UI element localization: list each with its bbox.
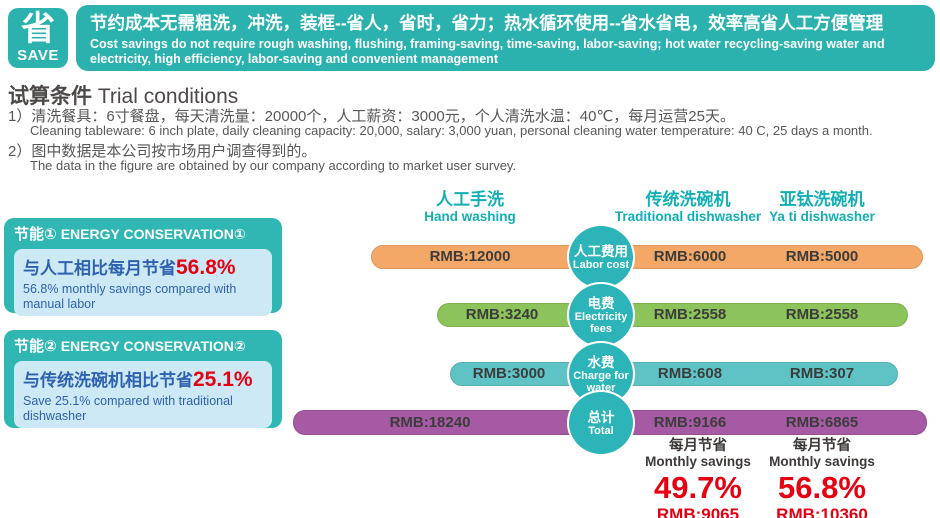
value-water-yati: RMB:307 [789,365,855,382]
column-header-traditional-en: Traditional dishwasher [614,209,762,224]
circle-labor-cost-en: Labor cost [572,258,630,271]
energy-box-2-body: 与传统洗碗机相比节省25.1% Save 25.1% compared with… [14,361,272,428]
trial-conditions-heading: 试算条件 Trial conditions [8,80,238,110]
value-water-traditional: RMB:608 [657,365,723,382]
trial-item2-zh: 2）图中数据是本公司按市场用户调查得到的。 [8,143,317,160]
energy-box-1-claim-zh: 与人工相比每月节省 [23,259,176,278]
value-electricity-hand: RMB:3240 [465,306,539,323]
value-total-traditional: RMB:9166 [653,414,727,431]
energy-box-2-title-zh: 节能② [14,338,57,355]
value-electricity-traditional: RMB:2558 [653,306,727,323]
energy-box-1-title: 节能① ENERGY CONSERVATION① [14,223,272,244]
savings-yati-pct: 56.8% [778,470,866,505]
column-header-hand-washing-en: Hand washing [424,209,516,224]
savings-yati-rmb: RMB:10360 [776,505,868,518]
value-labor-yati: RMB:5000 [785,248,859,265]
circle-total: 总计 Total [567,390,635,456]
energy-box-1-body: 与人工相比每月节省56.8% 56.8% monthly savings com… [14,249,272,316]
energy-box-1-claim-en: 56.8% monthly savings compared with manu… [23,282,237,311]
savings-yati-zh: 每月节省 [793,438,851,454]
bar-labor-cost [371,245,923,269]
energy-box-1-title-en: ENERGY CONSERVATION① [60,226,246,242]
circle-water-zh: 水费 [587,354,615,370]
circle-water: 水费 Charge for water [567,341,635,407]
energy-box-2-pct: 25.1% [193,368,253,391]
value-total-hand: RMB:18240 [389,414,471,431]
circle-electricity-zh: 电费 [587,295,615,311]
energy-box-2-title-en: ENERGY CONSERVATION② [60,338,246,354]
column-header-yati-zh: 亚钛洗碗机 [779,190,865,209]
header-banner: 节约成本无需粗洗，冲洗，装框--省人，省时，省力；热水循环使用--省水省电，效率… [76,5,935,71]
save-badge-zh: 省 [21,10,55,48]
savings-traditional-pct: 49.7% [654,470,742,505]
value-water-hand: RMB:3000 [472,365,546,382]
savings-traditional-rmb: RMB:9065 [656,505,740,518]
column-header-traditional-dishwasher: 传统洗碗机 Traditional dishwasher [578,190,798,225]
circle-labor-cost: 人工费用 Labor cost [567,224,635,290]
savings-traditional-zh: 每月节省 [669,438,727,454]
bar-electricity [437,303,908,327]
circle-total-zh: 总计 [587,409,615,425]
energy-box-1: 节能① ENERGY CONSERVATION① 与人工相比每月节省56.8% 5… [4,218,282,316]
circle-electricity-en: Electricity fees [574,310,628,335]
trial-heading-zh: 试算条件 [8,85,92,108]
save-badge: 省 SAVE [8,8,68,68]
energy-box-2-claim-zh: 与传统洗碗机相比节省 [23,371,193,390]
column-header-hand-washing: 人工手洗 Hand washing [380,190,560,225]
column-header-yati-en: Ya ti dishwasher [769,209,875,224]
savings-yati: 每月节省 Monthly savings 56.8% RMB:10360 [732,438,912,518]
circle-electricity: 电费 Electricity fees [567,282,635,348]
column-header-traditional-zh: 传统洗碗机 [645,190,731,209]
value-labor-traditional: RMB:6000 [653,248,727,265]
energy-box-2: 节能② ENERGY CONSERVATION② 与传统洗碗机相比节省25.1% … [4,330,282,428]
column-header-hand-washing-zh: 人工手洗 [436,190,504,209]
trial-item1-en: Cleaning tableware: 6 inch plate, daily … [30,123,873,138]
savings-traditional: 每月节省 Monthly savings 49.7% RMB:9065 [608,438,788,518]
energy-box-2-title: 节能② ENERGY CONSERVATION② [14,335,272,356]
value-labor-hand: RMB:12000 [429,248,511,265]
circle-labor-cost-zh: 人工费用 [574,243,628,259]
bar-water [450,362,898,386]
trial-item2-en: The data in the figure are obtained by o… [30,158,517,173]
circle-total-en: Total [588,424,614,437]
trial-item1-zh: 1）清洗餐具：6寸餐盘，每天清洗量：20000个，人工薪资：3000元，个人清洗… [8,108,735,125]
banner-title-zh: 节约成本无需粗洗，冲洗，装框--省人，省时，省力；热水循环使用--省水省电，效率… [90,13,884,33]
energy-box-2-claim-en: Save 25.1% compared with traditional dis… [23,394,233,423]
savings-yati-en: Monthly savings [769,454,875,469]
trial-heading-en: Trial conditions [92,85,239,108]
save-badge-en: SAVE [17,47,59,64]
savings-traditional-en: Monthly savings [645,454,751,469]
column-header-yati-dishwasher: 亚钛洗碗机 Ya ti dishwasher [727,190,917,225]
energy-box-1-title-zh: 节能① [14,226,57,243]
banner-title-en: Cost savings do not require rough washin… [90,37,885,66]
value-electricity-yati: RMB:2558 [785,306,859,323]
energy-box-1-pct: 56.8% [176,256,236,279]
value-total-yati: RMB:6865 [785,414,859,431]
